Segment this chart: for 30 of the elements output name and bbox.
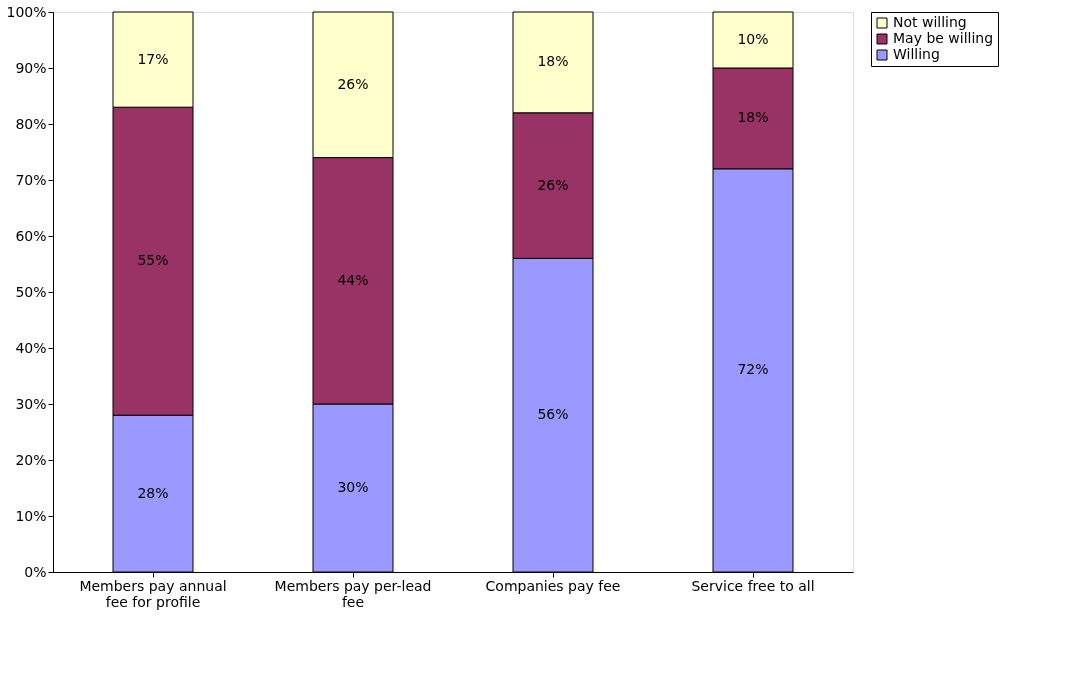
x-tick-label: Members pay per-lead fee bbox=[274, 577, 432, 610]
legend-label: May be willing bbox=[893, 30, 994, 46]
y-tick-label: 50% bbox=[15, 283, 47, 300]
data-label: 18% bbox=[537, 53, 569, 70]
data-label: 72% bbox=[737, 361, 769, 378]
y-tick-label: 80% bbox=[15, 115, 47, 132]
y-tick-label: 60% bbox=[15, 227, 47, 244]
legend-label: Willing bbox=[893, 46, 940, 62]
data-label: 26% bbox=[337, 75, 369, 92]
x-tick-label: Members pay annual fee for profile bbox=[79, 577, 227, 610]
legend-label: Not willing bbox=[893, 14, 967, 30]
y-tick-label: 70% bbox=[15, 171, 47, 188]
y-tick-label: 30% bbox=[15, 395, 47, 412]
y-tick-label: 10% bbox=[15, 507, 47, 524]
data-label: 28% bbox=[137, 484, 169, 501]
x-tick-label: Service free to all bbox=[691, 577, 815, 594]
y-tick-label: 40% bbox=[15, 339, 47, 356]
y-tick-label: 100% bbox=[6, 3, 47, 20]
data-label: 26% bbox=[537, 176, 569, 193]
y-tick-label: 20% bbox=[15, 451, 47, 468]
y-tick-label: 90% bbox=[15, 59, 47, 76]
data-label: 44% bbox=[337, 271, 369, 288]
data-label: 55% bbox=[137, 252, 169, 269]
y-tick-label: 0% bbox=[24, 563, 47, 580]
data-label: 18% bbox=[737, 109, 769, 126]
data-label: 56% bbox=[537, 406, 569, 423]
x-tick-label: Companies pay fee bbox=[485, 577, 621, 594]
data-label: 17% bbox=[137, 50, 169, 67]
data-label: 10% bbox=[737, 31, 769, 47]
data-label: 30% bbox=[337, 479, 369, 495]
